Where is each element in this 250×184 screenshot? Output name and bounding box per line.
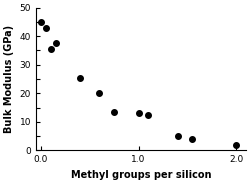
Point bbox=[39, 20, 43, 23]
Point bbox=[78, 76, 82, 79]
Point bbox=[176, 135, 180, 138]
Point bbox=[146, 113, 150, 116]
Y-axis label: Bulk Modulus (GPa): Bulk Modulus (GPa) bbox=[4, 25, 14, 133]
Point bbox=[136, 112, 140, 115]
Point bbox=[234, 143, 238, 146]
X-axis label: Methyl groups per silicon: Methyl groups per silicon bbox=[71, 170, 211, 180]
Point bbox=[98, 92, 102, 95]
Point bbox=[112, 110, 116, 113]
Point bbox=[190, 137, 194, 140]
Point bbox=[54, 42, 58, 45]
Point bbox=[44, 26, 48, 29]
Point bbox=[49, 48, 53, 51]
